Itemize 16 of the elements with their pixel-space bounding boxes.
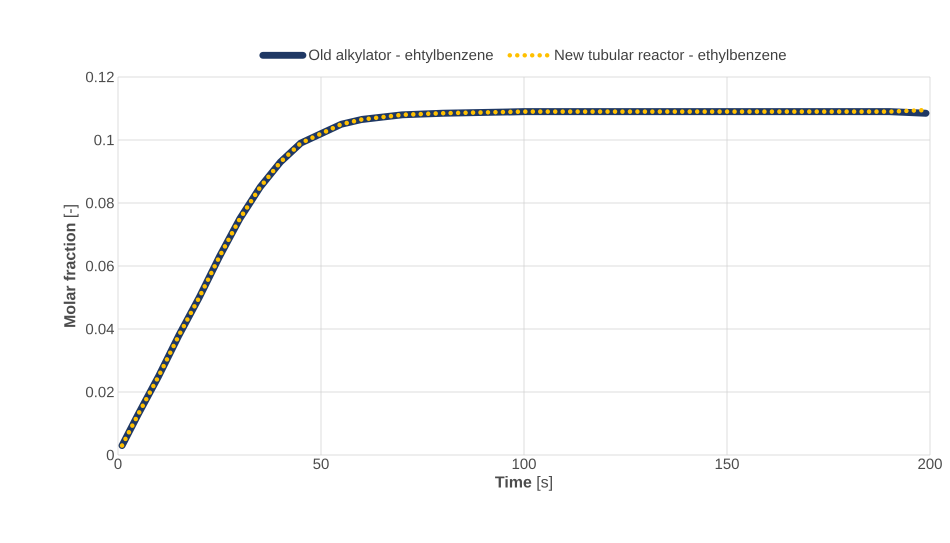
- x-tick-label: 200: [918, 458, 942, 470]
- x-axis-title: Time [s]: [495, 476, 552, 491]
- y-tick-label: 0.12: [86, 72, 114, 82]
- y-tick-label: 0.1: [94, 134, 114, 146]
- x-tick-label: 0: [114, 458, 122, 470]
- y-tick-label: 0: [106, 450, 114, 460]
- y-tick-label: 0.08: [86, 198, 114, 208]
- y-tick-label: 0.02: [86, 386, 114, 398]
- legend-label: Old alkylator - ehtylbenzene: [309, 49, 493, 64]
- legend-label: New tubular reactor - ethylbenzene: [555, 49, 786, 64]
- y-tick-label: 0.06: [86, 260, 114, 272]
- y-tick-label: 0.04: [86, 324, 114, 334]
- x-tick-label: 50: [313, 458, 329, 470]
- y-axis-title: Molar fraction [-]: [64, 205, 79, 327]
- x-tick-label: 100: [512, 458, 536, 470]
- x-tick-label: 150: [716, 458, 739, 470]
